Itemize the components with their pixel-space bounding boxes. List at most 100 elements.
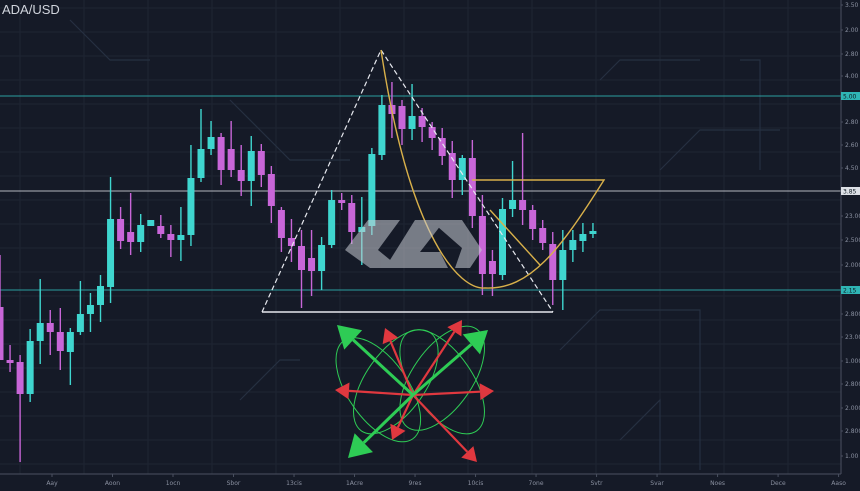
x-tick-label: Svar [650,480,664,487]
arrow-head [382,328,399,345]
circuit-trace [239,359,300,401]
price-badge [841,92,860,100]
triangle-pattern-dashed [261,48,554,313]
candle [97,275,104,322]
x-tick-label: 9res [409,480,422,487]
candle-body [549,244,557,280]
candle [499,198,506,280]
candle-body [26,341,34,394]
candle-body [418,116,426,127]
candle [237,145,245,196]
candle-body [76,314,84,332]
x-tick-label: Noes [710,480,725,487]
x-tick-label: 1ocn [166,480,181,487]
arrow-shaft [412,390,481,397]
arrow-head [461,446,477,462]
arrow-down-icon [412,320,462,396]
circuit-trace [229,99,350,161]
price-badge-label: 2.15 [843,288,857,295]
x-tick-label: Svtr [590,480,603,487]
y-tick-label: 2.00 [845,27,859,34]
candle [127,193,135,255]
circuit-trace [69,19,150,61]
y-tick-label: 2.80 [845,119,859,126]
logo-segment [430,220,482,268]
candle [488,250,496,296]
y-tick-label: 2.800 [845,381,860,388]
candle [569,230,577,262]
candle-body [408,116,416,129]
circuit-trace [659,129,780,171]
candle [247,136,255,206]
candle-body [177,235,185,240]
candle-body [147,220,155,226]
candle-body [56,332,64,351]
candle-body [298,246,305,270]
candle-body [167,234,175,240]
y-tick-label: 4.00 [845,73,859,80]
candle [46,310,54,355]
candle [287,219,295,262]
candle [267,166,275,223]
candle [509,161,517,217]
x-tick-label: 7one [529,480,544,487]
candle [227,121,235,177]
direction-arrows [335,320,494,462]
logo-segment [345,220,400,268]
candle [0,255,4,360]
candle [378,95,386,160]
candle [579,223,587,252]
arrow-up-icon [337,325,415,397]
candle [26,329,34,402]
x-tick-label: 1Acre [346,480,363,487]
x-tick-label: Aoon [105,480,120,487]
y-tick-label: 2.800 [845,311,860,318]
candle [589,223,597,238]
candle-body [519,200,527,210]
candle [519,133,527,225]
candle-body [107,219,115,287]
x-tick-label: Aay [46,480,58,487]
candle-body [448,153,456,180]
y-tick-label: 23.00 [845,334,860,341]
candle-body [287,238,295,246]
candle [56,308,64,370]
candle-body [478,216,486,274]
arrow-shaft [348,389,414,397]
candle-body [559,250,567,280]
candle [398,100,406,145]
arrow-head [335,382,350,400]
symbol-title: ADA/USD [2,2,60,17]
arrow-shaft [412,343,473,397]
arrow-head [479,383,494,401]
candle-body [227,149,235,170]
grid [0,0,841,474]
candle [348,195,356,244]
arrow-shaft [412,394,469,453]
candle-body [378,105,386,155]
candle-body [157,226,165,234]
candle [107,177,115,303]
candle [167,225,175,257]
arrow-head [337,325,363,350]
candle-body [468,158,476,216]
candle [549,232,557,305]
arrow-head [390,423,406,440]
y-tick-label: 2.800 [845,428,860,435]
y-tick-label: 4.50 [845,165,859,172]
candle-body [117,219,125,241]
y-tick-label: 2.000 [845,262,860,269]
candle [217,133,225,185]
circuit-trace [740,59,761,170]
price-badge-label: 5.00 [843,94,857,101]
candle-body [187,178,195,235]
x-tick-label: 10cis [468,480,484,487]
candle-body [398,106,406,129]
circuit-trace [599,59,700,81]
candle [318,237,326,290]
arrow-down-icon [412,383,494,401]
candle [328,190,336,248]
candle-body [569,240,577,250]
candle-body [509,200,517,209]
